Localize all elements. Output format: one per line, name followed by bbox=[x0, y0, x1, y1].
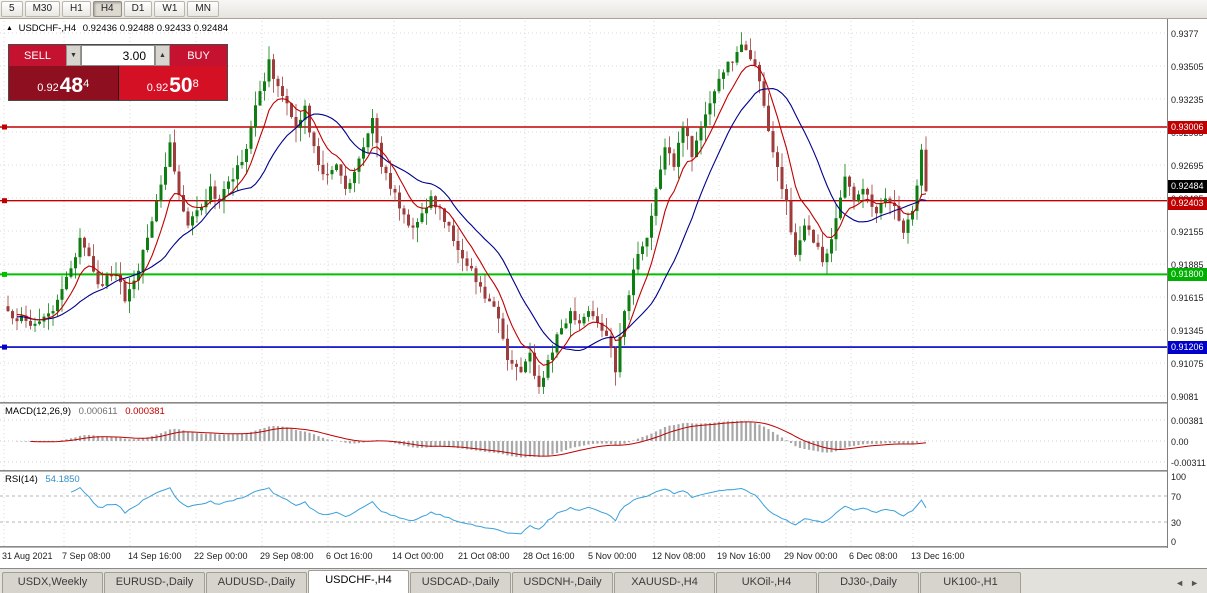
price-axis-label: 0.9081 bbox=[1171, 391, 1199, 402]
rsi-axis-label: 30 bbox=[1171, 517, 1182, 528]
rsi-axis-label: 70 bbox=[1171, 491, 1182, 502]
pane-splitter-rsi[interactable] bbox=[0, 470, 1207, 472]
price-axis-label: 0.93235 bbox=[1171, 94, 1204, 105]
macd-label: MACD(12,26,9) 0.000611 0.000381 bbox=[5, 406, 165, 417]
pane-splitter-timeaxis bbox=[0, 546, 1207, 548]
chart-tab-uk100-h1[interactable]: UK100-,H1 bbox=[920, 572, 1021, 593]
chart-ohlc-values: 0.92436 0.92488 0.92433 0.92484 bbox=[82, 23, 229, 34]
chart-title: USDCHF-,H4 bbox=[18, 23, 77, 34]
rsi-name: RSI(14) bbox=[5, 474, 38, 485]
price-badge: 0.91800 bbox=[1168, 267, 1207, 281]
volume-input[interactable]: 3.00 bbox=[81, 45, 155, 66]
rsi-label: RSI(14) 54.1850 bbox=[5, 474, 80, 485]
chart-tab-usdcad-daily[interactable]: USDCAD-,Daily bbox=[410, 572, 511, 593]
timeframe-toolbar: 5 M30 H1 H4 D1 W1 MN bbox=[0, 0, 1207, 19]
chart-tab-dj30-daily[interactable]: DJ30-,Daily bbox=[818, 572, 919, 593]
price-axis-label: 0.92155 bbox=[1171, 226, 1204, 237]
time-axis-label: 7 Sep 08:00 bbox=[62, 551, 111, 561]
time-axis-label: 31 Aug 2021 bbox=[2, 551, 53, 561]
chart-tab-eurusd-daily[interactable]: EURUSD-,Daily bbox=[104, 572, 205, 593]
chart-tab-xauusd-h4[interactable]: XAUUSD-,H4 bbox=[614, 572, 715, 593]
chart-tab-audusd-daily[interactable]: AUDUSD-,Daily bbox=[206, 572, 307, 593]
price-axis-label: 0.91615 bbox=[1171, 292, 1204, 303]
macd-value-main: 0.000611 bbox=[78, 406, 118, 417]
price-badge: 0.92484 bbox=[1168, 179, 1207, 193]
time-axis-label: 6 Oct 16:00 bbox=[326, 551, 373, 561]
timeframe-button-mn[interactable]: MN bbox=[187, 1, 219, 17]
macd-axis-label: 0.00381 bbox=[1171, 415, 1204, 426]
tab-scroll-left-icon[interactable]: ◄ bbox=[1175, 578, 1185, 588]
price-axis-border bbox=[1167, 19, 1168, 548]
sell-price-big: 48 bbox=[59, 74, 84, 97]
timeframe-button-m30[interactable]: M30 bbox=[24, 1, 61, 17]
buy-price-sup: 8 bbox=[192, 78, 199, 90]
chart-header: ▲ USDCHF-,H4 0.92436 0.92488 0.92433 0.9… bbox=[6, 23, 232, 34]
chart-tab-usdcnh-daily[interactable]: USDCNH-,Daily bbox=[512, 572, 613, 593]
time-axis-label: 12 Nov 08:00 bbox=[652, 551, 706, 561]
sell-price-prefix: 0.92 bbox=[37, 82, 59, 94]
rsi-axis-label: 0 bbox=[1171, 537, 1177, 547]
time-axis-label: 21 Oct 08:00 bbox=[458, 551, 510, 561]
time-axis-label: 29 Nov 00:00 bbox=[784, 551, 838, 561]
collapse-arrow-icon[interactable]: ▲ bbox=[6, 25, 13, 32]
timeframe-button-h1[interactable]: H1 bbox=[62, 1, 91, 17]
macd-axis-label: -0.00311 bbox=[1171, 457, 1206, 468]
tab-scroll-right-icon[interactable]: ► bbox=[1190, 578, 1199, 588]
time-axis-label: 6 Dec 08:00 bbox=[849, 551, 898, 561]
price-badge: 0.91206 bbox=[1168, 340, 1207, 354]
sell-price-sup: 4 bbox=[83, 78, 90, 90]
time-axis-label: 19 Nov 16:00 bbox=[717, 551, 771, 561]
timeframe-button-w1[interactable]: W1 bbox=[154, 1, 186, 17]
chart-tab-bar: USDX,Weekly EURUSD-,Daily AUDUSD-,Daily USD… bbox=[0, 568, 1207, 593]
volume-up-icon[interactable]: ▲ bbox=[155, 45, 170, 66]
macd-axis-label: 0.00 bbox=[1171, 436, 1189, 447]
pane-splitter-macd[interactable] bbox=[0, 402, 1207, 404]
one-click-trading-panel: SELL ▼ 3.00 ▲ BUY 0.92 48 4 0.92 50 8 bbox=[8, 44, 228, 101]
sell-button[interactable]: SELL bbox=[9, 45, 66, 66]
timeframe-button-5[interactable]: 5 bbox=[1, 1, 23, 17]
chart-canvas[interactable] bbox=[0, 0, 1167, 548]
buy-button[interactable]: BUY bbox=[170, 45, 227, 66]
chart-tab-usdx-weekly[interactable]: USDX,Weekly bbox=[2, 572, 103, 593]
chart-tab-ukoil-h4[interactable]: UKOil-,H4 bbox=[716, 572, 817, 593]
price-axis-label: 0.92695 bbox=[1171, 160, 1204, 171]
time-axis[interactable]: 31 Aug 2021 7 Sep 08:00 14 Sep 16:00 22 Sep… bbox=[0, 548, 1167, 568]
macd-value-signal: 0.000381 bbox=[125, 406, 165, 417]
time-axis-label: 14 Oct 00:00 bbox=[392, 551, 444, 561]
chart-tab-usdchf-h4[interactable]: USDCHF-,H4 bbox=[308, 570, 409, 593]
buy-price-display[interactable]: 0.92 50 8 bbox=[118, 66, 227, 100]
time-axis-label: 22 Sep 00:00 bbox=[194, 551, 248, 561]
sell-price-display[interactable]: 0.92 48 4 bbox=[9, 66, 118, 100]
rsi-value: 54.1850 bbox=[45, 474, 80, 485]
price-axis-label: 0.91345 bbox=[1171, 325, 1204, 336]
price-axis-label: 0.93505 bbox=[1171, 61, 1204, 72]
time-axis-label: 14 Sep 16:00 bbox=[128, 551, 182, 561]
timeframe-button-d1[interactable]: D1 bbox=[123, 1, 153, 17]
buy-price-big: 50 bbox=[169, 74, 193, 97]
price-axis-label: 0.91885 bbox=[1171, 259, 1204, 270]
time-axis-label: 28 Oct 16:00 bbox=[523, 551, 575, 561]
timeframe-button-h4[interactable]: H4 bbox=[92, 1, 122, 17]
price-badge: 0.92403 bbox=[1168, 196, 1207, 210]
time-axis-label: 13 Dec 16:00 bbox=[911, 551, 965, 561]
price-axis[interactable]: 0.93770.935050.932350.929650.926950.9242… bbox=[1168, 19, 1207, 548]
volume-down-icon[interactable]: ▼ bbox=[66, 45, 81, 66]
buy-price-prefix: 0.92 bbox=[146, 82, 169, 94]
rsi-axis-label: 100 bbox=[1171, 472, 1187, 482]
price-axis-label: 0.91075 bbox=[1171, 358, 1204, 369]
price-axis-label: 0.9377 bbox=[1171, 28, 1199, 39]
price-badge: 0.93006 bbox=[1168, 120, 1207, 134]
time-axis-label: 5 Nov 00:00 bbox=[588, 551, 637, 561]
time-axis-label: 29 Sep 08:00 bbox=[260, 551, 314, 561]
macd-name: MACD(12,26,9) bbox=[5, 406, 71, 417]
